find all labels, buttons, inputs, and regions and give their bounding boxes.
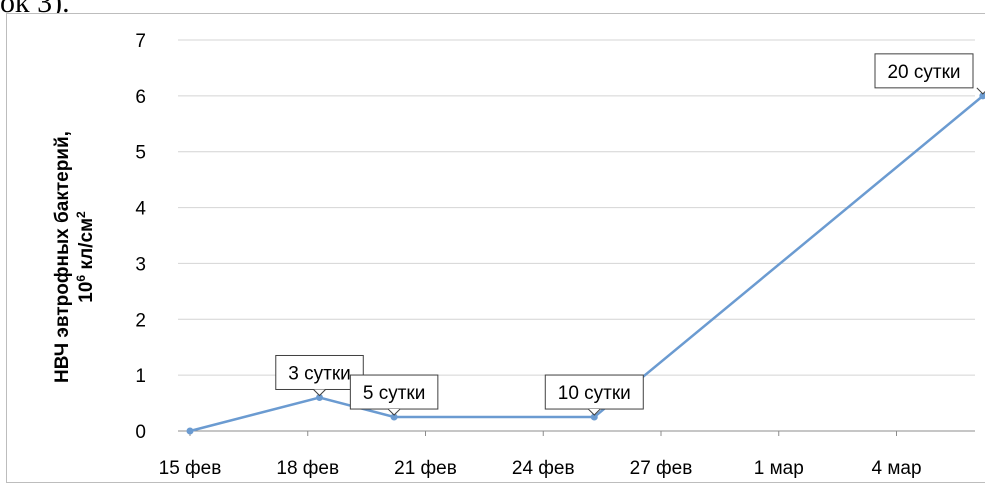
data-label: 20 сутки [874, 53, 985, 95]
x-tick-label: 15 фев [159, 458, 222, 479]
data-label-box [874, 53, 974, 89]
data-point [390, 413, 398, 421]
x-tick-label: 4 мар [871, 458, 921, 479]
data-label-box [544, 374, 644, 410]
y-tick-label: 2 [135, 310, 146, 331]
data-label-pointer [313, 389, 326, 397]
x-tick-label: 24 фев [512, 458, 575, 479]
data-label-text: 5 сутки [363, 383, 425, 404]
data-label-pointer [587, 408, 601, 416]
y-axis-title: НВЧ эвтрофных бактерий, [52, 131, 73, 383]
series-line-group [186, 92, 985, 435]
x-tick-label: 18 фев [276, 458, 339, 479]
data-label-text: 20 сутки [887, 62, 960, 83]
data-point [316, 393, 324, 401]
x-tick-label: 21 фев [394, 458, 457, 479]
data-label-pointer [976, 87, 985, 95]
y-tick-label: 4 [135, 199, 146, 220]
data-label: 5 сутки [349, 374, 439, 416]
data-label-box [349, 374, 439, 410]
y-tick-label: 1 [135, 366, 146, 387]
gridlines [178, 39, 975, 432]
y-tick-label: 6 [135, 87, 146, 108]
y-axis-unit: 106 кл/см2 [74, 211, 97, 303]
data-labels: 3 сутки 5 сутки 10 сутки 20 сутки [275, 53, 985, 416]
x-tick-label: 1 мар [754, 458, 804, 479]
y-axis-title-group: НВЧ эвтрофных бактерий, 106 кл/см2 [52, 131, 97, 383]
data-label-pointer [387, 408, 401, 416]
data-label-box [275, 354, 364, 390]
data-label-text: 10 сутки [558, 383, 631, 404]
y-tick-labels: 0 1 2 3 4 5 6 7 [135, 31, 146, 443]
x-tick-label: 27 фев [630, 458, 693, 479]
data-point [186, 427, 194, 435]
y-tick-label: 7 [135, 31, 146, 52]
y-tick-label: 3 [135, 254, 146, 275]
y-tick-label: 0 [135, 422, 146, 443]
data-point [979, 92, 985, 100]
data-point [590, 413, 598, 421]
data-label: 3 сутки [275, 354, 364, 397]
data-label-text: 3 сутки [288, 363, 350, 384]
data-label: 10 сутки [544, 374, 644, 416]
chart-frame [6, 13, 985, 483]
x-tick-labels: 15 фев 18 фев 21 фев 24 фев 27 фев 1 мар 4 мар [159, 431, 922, 479]
y-tick-label: 5 [135, 143, 146, 164]
